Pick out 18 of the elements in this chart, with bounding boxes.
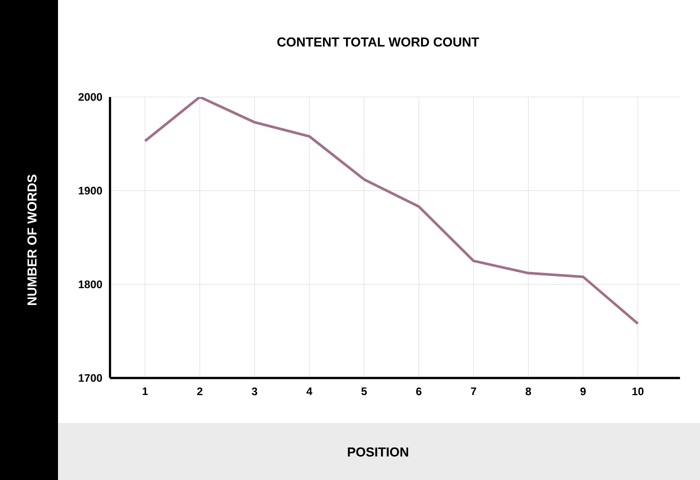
x-tick-label: 5 (361, 388, 367, 396)
x-tick-label: 3 (252, 388, 258, 396)
y-tick-label: 1800 (78, 280, 102, 288)
y-tick-label: 2000 (78, 93, 102, 101)
x-tick-label: 7 (471, 388, 476, 396)
x-axis-title: POSITION (348, 447, 408, 457)
x-tick-label: 6 (416, 388, 422, 396)
y-tick-label: 1700 (78, 374, 102, 382)
x-tick-label: 10 (632, 388, 644, 396)
chart-title: CONTENT TOTAL WORD COUNT (277, 37, 480, 47)
y-tick-label: 1900 (78, 186, 102, 195)
line-series (144, 96, 640, 325)
x-tick-label: 2 (197, 388, 202, 396)
x-tick-label: 8 (526, 388, 532, 396)
x-tick-label: 1 (142, 388, 148, 396)
y-axis-title: NUMBER OF WORDS (27, 174, 37, 305)
x-tick-label: 4 (306, 388, 312, 396)
x-tick-label: 9 (580, 388, 586, 396)
